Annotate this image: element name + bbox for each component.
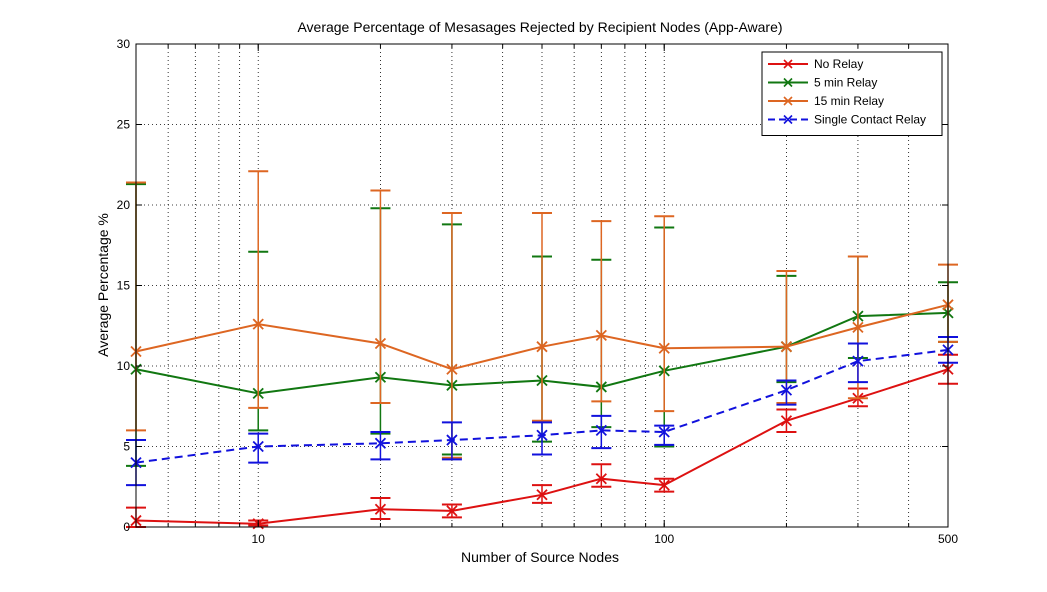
legend-marker [783, 96, 793, 106]
legend-marker [783, 114, 793, 125]
x-axis-label: Number of Source Nodes [461, 549, 619, 565]
data-point [374, 503, 387, 515]
data-point [852, 321, 864, 333]
y-tick-label: 15 [117, 279, 131, 293]
series-layer [126, 170, 958, 530]
data-point [780, 341, 793, 353]
legend-label: 15 min Relay [814, 94, 884, 108]
data-point [252, 318, 264, 330]
series-line [135, 311, 949, 395]
data-point [658, 342, 670, 354]
x-tick-label: 100 [654, 532, 674, 546]
y-tick-label: 0 [123, 520, 130, 534]
series-line [135, 348, 949, 464]
y-tick-label: 25 [117, 118, 131, 132]
data-point [252, 440, 264, 453]
data-point [595, 473, 607, 485]
data-point [780, 415, 793, 427]
legend-marker [783, 59, 793, 69]
legend-marker [783, 77, 793, 88]
data-point [780, 384, 793, 396]
y-tick-label: 30 [117, 37, 131, 51]
y-tick-label: 20 [117, 198, 131, 212]
data-point [374, 437, 387, 449]
data-point [595, 329, 607, 342]
y-axis-label: Average Percentage % [95, 213, 111, 357]
y-tick-label: 10 [117, 359, 131, 373]
data-point [446, 363, 458, 375]
data-point [658, 426, 670, 438]
chart-title: Average Percentage of Mesasages Rejected… [297, 19, 782, 35]
legend-box [761, 51, 943, 136]
x-tick-label: 500 [938, 532, 958, 546]
data-point [536, 489, 548, 501]
legend-label: Single Contact Relay [814, 113, 926, 127]
data-point [446, 434, 458, 446]
ticks-layer: 0 5 10 15 20 25 30 10 100 500 [117, 37, 959, 546]
series-line [135, 368, 949, 525]
series-15-min-relay [126, 170, 958, 459]
legend: No Relay 5 min Relay 15 min Relay Single Co… [761, 51, 943, 136]
data-point [536, 429, 548, 441]
x-tick-label: 10 [252, 532, 266, 546]
legend-label: No Relay [814, 57, 863, 71]
series-single-contact-relay [126, 336, 958, 487]
y-tick-label: 5 [123, 440, 130, 454]
series-line [135, 303, 949, 371]
data-point [536, 341, 548, 353]
data-point [446, 505, 458, 517]
data-point [374, 337, 387, 350]
data-point [852, 355, 864, 367]
data-point [658, 479, 670, 491]
data-point [595, 424, 607, 437]
legend-label: 5 min Relay [814, 76, 877, 90]
